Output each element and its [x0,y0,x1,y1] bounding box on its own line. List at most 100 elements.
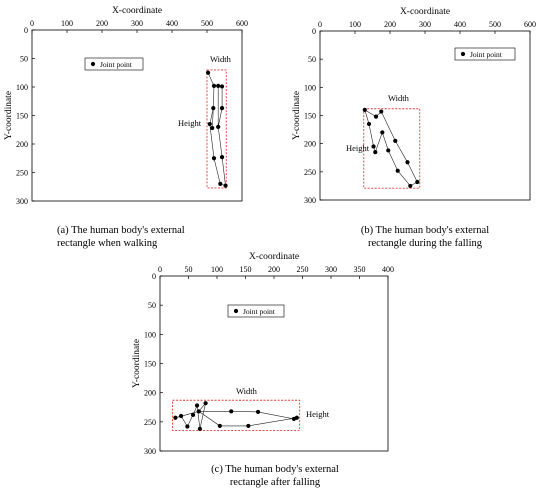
caption-a-line2: rectangle when walking [57,238,158,249]
y-tick-label: 300 [16,197,28,206]
legend-box [227,304,285,318]
joint-point [371,144,376,149]
caption-a-line1: (a) The human body's external [57,225,185,236]
y-tick-label: 50 [20,55,28,64]
joint-point [210,125,215,131]
bounding-rectangle [172,399,301,432]
y-axis-label: Y-coordinate [4,91,14,140]
y-tick-label: 0 [152,272,156,281]
joint-point [373,150,378,155]
legend-marker [460,51,466,57]
bounding-rectangle [363,108,421,189]
y-tick-label: 50 [308,55,316,64]
joint-point [203,401,208,406]
joint-point [194,403,200,408]
joint-point [205,70,211,75]
joint-point [373,114,379,119]
height-label: Height [306,409,330,419]
x-tick-label: 0 [158,265,162,274]
joint-point [379,109,384,114]
y-tick-label: 150 [144,360,156,369]
skeleton-line [212,108,214,129]
joint-point [246,423,251,429]
y-tick-label: 100 [144,330,156,339]
y-tick-label: 100 [16,83,28,92]
x-tick-label: 250 [297,265,309,274]
x-tick-label: 0 [318,20,322,29]
y-tick-label: 150 [16,112,28,121]
legend-label: Joint point [243,307,276,316]
legend-box [454,47,516,61]
caption-b-line2: rectangle during the falling [368,238,482,249]
legend-label: Joint point [100,60,133,69]
joint-point [219,155,225,160]
x-tick-label: 500 [489,20,501,29]
x-tick-label: 200 [96,19,108,28]
chart-a: 0 100 200 300 400 500 600 0 50 100 150 200 250 300 X-c… [4,6,248,206]
y-tick-label: 200 [304,140,316,149]
plot-frame [159,275,389,452]
x-tick-label: 300 [419,20,431,29]
caption-c-line1: (c) The human body's external [211,464,339,475]
joint-point [405,160,410,165]
y-tick-label: 250 [144,418,156,427]
height-label: Height [178,118,202,128]
legend-marker [233,308,239,314]
x-tick-label: 150 [240,265,252,274]
x-tick-label: 300 [131,19,143,28]
joint-point [185,424,190,429]
joint-point [294,415,299,420]
joint-point [386,148,391,153]
y-tick-label: 100 [304,83,316,92]
joint-point [393,138,398,143]
joint-point [197,426,202,431]
joint-point [190,412,196,417]
joint-point [366,121,372,127]
width-label: Width [210,54,232,64]
x-tick-label: 400 [454,20,466,29]
x-tick-label: 100 [211,265,223,274]
joint-point [218,181,223,186]
joint-point [211,156,217,161]
bounding-rectangle [206,69,227,189]
y-tick-label: 0 [312,27,316,36]
y-tick-label: 250 [16,169,28,178]
skeleton-line [175,403,297,429]
joint-point [211,105,216,111]
x-tick-label: 500 [201,19,213,28]
joint-point [415,179,420,185]
chart-b: 0 100 200 300 400 500 600 0 50 100 150 200 250 300 X-c… [292,7,536,205]
joint-point [219,105,225,111]
x-tick-label: 400 [166,19,178,28]
caption-c-line2: rectangle after falling [229,477,321,488]
y-tick-label: 250 [304,168,316,177]
x-tick-label: 200 [384,20,396,29]
joint-point [219,84,225,89]
y-axis-label: Y-coordinate [132,339,142,388]
legend-box [84,57,144,71]
joint-point [223,183,228,188]
x-tick-label: 200 [268,265,280,274]
x-tick-label: 50 [185,265,193,274]
joint-point [362,107,367,112]
y-tick-label: 0 [24,26,28,35]
y-tick-label: 300 [304,196,316,205]
x-axis-label: X-coordinate [400,7,450,17]
y-tick-label: 200 [144,389,156,398]
x-axis-label: X-coordinate [112,6,162,16]
joint-point [217,423,222,429]
caption-a: (a) The human body's external rectangle … [35,224,257,250]
legend-marker [90,61,96,67]
joint-point [211,83,217,88]
joint-point [178,413,184,419]
x-tick-label: 0 [30,19,34,28]
joint-point [380,130,385,135]
y-tick-label: 200 [16,140,28,149]
joint-point [395,168,400,173]
x-tick-label: 600 [524,20,536,29]
caption-b: (b) The human body's external rectangle … [320,224,530,250]
y-tick-label: 50 [148,301,156,310]
chart-c: 0 50 100 150 200 250 300 350 400 0 50 100 150 200 250 3… [132,252,394,456]
x-tick-label: 300 [325,265,337,274]
